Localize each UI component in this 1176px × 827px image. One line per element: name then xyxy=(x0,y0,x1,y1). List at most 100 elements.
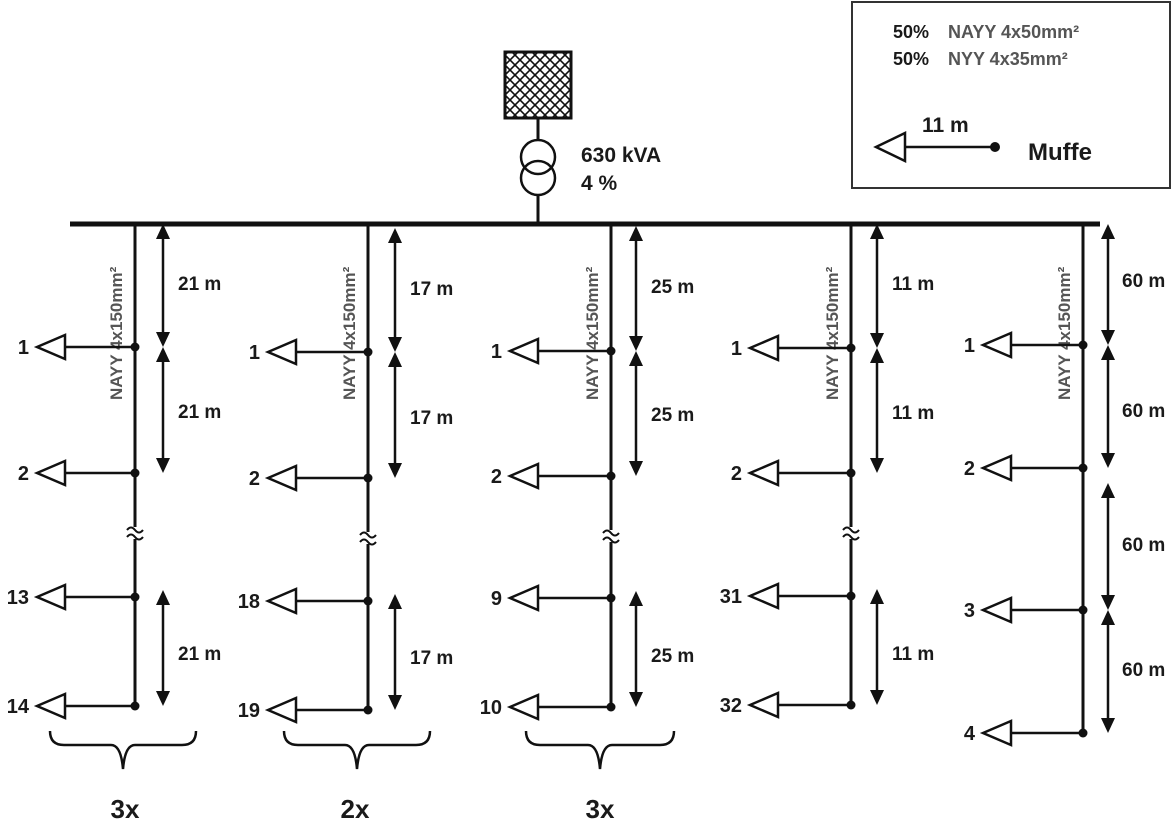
feeder-2-node-3-label: 18 xyxy=(238,591,260,613)
feeder-4-dist-arrow-1-head-down xyxy=(870,333,884,348)
feeder-1-node-1-arrow-icon xyxy=(33,333,67,361)
feeder-2-dist-label-3: 17 m xyxy=(410,648,453,669)
feeder-3-node-4-label: 10 xyxy=(480,697,502,719)
legend-line2-pct: 50% xyxy=(893,49,929,69)
feeder-5-node-2-label: 2 xyxy=(964,458,975,480)
feeder-1-multiplier: 3x xyxy=(111,794,140,824)
feeder-3-dist-label-3: 25 m xyxy=(651,646,694,667)
feeder-1-gap xyxy=(126,527,144,539)
feeder-2-node-1-joint-dot xyxy=(363,347,373,357)
feeder-4-dist-label-3: 11 m xyxy=(892,644,934,665)
legend-joint-label: Muffe xyxy=(1028,139,1092,166)
feeder-3-node-1-joint-dot xyxy=(606,346,616,356)
feeder-5-dist-arrow-4-head-down xyxy=(1101,718,1115,733)
legend-line2-cable: NYY 4x35mm² xyxy=(948,49,1068,69)
feeder-1-node-4-arrow-icon xyxy=(33,692,67,720)
feeder-4-node-1-arrow-icon xyxy=(746,334,780,362)
feeder-5-dist-arrow-1-head-up xyxy=(1101,224,1115,239)
feeder-5-node-3-label: 3 xyxy=(964,600,975,622)
feeder-5-dist-arrow-4-head-up xyxy=(1101,610,1115,625)
feeder-3-dist-arrow-1-head-down xyxy=(629,336,643,351)
feeder-1-node-4-joint-dot xyxy=(130,701,140,711)
feeder-2-dist-arrow-1-head-up xyxy=(388,228,402,243)
feeder-5-dist-arrow-2-head-up xyxy=(1101,345,1115,360)
feeder-3-multiplier: 3x xyxy=(586,794,615,824)
feeder-4-node-2-joint-dot xyxy=(846,468,856,478)
feeder-5-node-3-arrow-icon xyxy=(979,596,1013,624)
feeder-1-node-3-arrow-icon xyxy=(33,583,67,611)
feeder-5-dist-label-4: 60 m xyxy=(1122,660,1165,681)
feeder-4-node-1-label: 1 xyxy=(731,338,742,360)
transformer-rating: 630 kVA xyxy=(581,144,661,167)
feeder-4-cable-label: NAYY 4x150mm² xyxy=(823,266,842,400)
feeder-2-node-4-joint-dot xyxy=(363,705,373,715)
feeder-4-dist-arrow-3-head-down xyxy=(870,690,884,705)
feeder-1-node-1-label: 1 xyxy=(18,337,29,359)
feeder-5-dist-arrow-1-head-down xyxy=(1101,330,1115,345)
feeder-4-dist-label-1: 11 m xyxy=(892,274,934,295)
feeder-1-dist-arrow-3-head-up xyxy=(156,590,170,605)
feeder-3-dist-arrow-3-head-down xyxy=(629,692,643,707)
feeder-2-dist-arrow-2-head-down xyxy=(388,463,402,478)
feeder-2-cable-label: NAYY 4x150mm² xyxy=(340,266,359,400)
feeder-5-dist-label-3: 60 m xyxy=(1122,535,1165,556)
feeder-2-dist-arrow-3-head-up xyxy=(388,594,402,609)
feeder-2-multiplier: 2x xyxy=(341,794,370,824)
feeder-2-break-icon xyxy=(359,531,377,546)
feeder-5-node-2-joint-dot xyxy=(1078,463,1088,473)
feeder-1-dist-arrow-2-head-up xyxy=(156,347,170,362)
feeder-3-dist-arrow-2-head-up xyxy=(629,351,643,366)
feeder-1-dist-arrow-2-head-down xyxy=(156,458,170,473)
feeder-3-gap xyxy=(602,530,620,542)
feeder-3-brace xyxy=(524,730,676,770)
feeder-5-node-4-arrow-icon xyxy=(979,719,1013,747)
feeder-2-gap xyxy=(359,532,377,544)
feeder-3-node-3-label: 9 xyxy=(491,588,502,610)
feeder-5-cable-label: NAYY 4x150mm² xyxy=(1055,266,1074,400)
feeder-2-node-4-label: 19 xyxy=(238,700,260,722)
legend-line1-cable: NAYY 4x50mm² xyxy=(948,22,1079,42)
feeder-3-node-4-joint-dot xyxy=(606,702,616,712)
feeder-4-dist-label-2: 11 m xyxy=(892,403,934,424)
legend-line1-pct: 50% xyxy=(893,22,929,42)
feeder-3-node-2-label: 2 xyxy=(491,466,502,488)
feeder-5-dist-arrow-2-head-down xyxy=(1101,453,1115,468)
feeder-3-node-3-arrow-icon xyxy=(506,584,540,612)
feeder-3-dist-arrow-2-head-down xyxy=(629,461,643,476)
feeder-4-node-2-arrow-icon xyxy=(746,459,780,487)
feeder-5-dist-arrow-3-head-up xyxy=(1101,483,1115,498)
feeder-1-dist-arrow-1-head-down xyxy=(156,332,170,347)
feeder-3-dist-arrow-1-head-up xyxy=(629,226,643,241)
feeder-3-dist-label-2: 25 m xyxy=(651,405,694,426)
feeder-3-node-2-arrow-icon xyxy=(506,462,540,490)
feeder-1-dist-arrow-3-head-down xyxy=(156,691,170,706)
transformer-coil-bottom-icon xyxy=(519,159,557,197)
feeder-4-dist-arrow-2-head-down xyxy=(870,458,884,473)
feeder-4-gap xyxy=(842,527,860,539)
feeder-3-cable-label: NAYY 4x150mm² xyxy=(583,266,602,400)
feeder-2-node-1-label: 1 xyxy=(249,342,260,364)
feeder-4-dist-arrow-3-head-up xyxy=(870,589,884,604)
feeder-3-node-1-arrow-icon xyxy=(506,337,540,365)
feeder-5-dist-arrow-3-head-down xyxy=(1101,595,1115,610)
feeder-4-node-4-joint-dot xyxy=(846,700,856,710)
feeder-1-node-4-label: 14 xyxy=(7,696,30,718)
feeder-2-node-3-joint-dot xyxy=(363,596,373,606)
feeder-3-node-4-arrow-icon xyxy=(506,693,540,721)
feeder-1-break-icon xyxy=(126,526,144,541)
feeder-1-dist-label-1: 21 m xyxy=(178,274,221,295)
feeder-3-node-2-joint-dot xyxy=(606,471,616,481)
feeder-2-dist-arrow-1-head-down xyxy=(388,337,402,352)
feeder-1-node-2-arrow-icon xyxy=(33,459,67,487)
transformer: 630 kVA 4 % xyxy=(503,50,661,224)
feeder-2-node-3-arrow-icon xyxy=(264,587,298,615)
feeder-2-node-1-arrow-icon xyxy=(264,338,298,366)
feeder-4-node-3-joint-dot xyxy=(846,591,856,601)
feeder-2-dist-label-2: 17 m xyxy=(410,408,453,429)
feeder-4-node-2-label: 2 xyxy=(731,463,742,485)
feeder-4-node-3-label: 31 xyxy=(720,586,742,608)
feeder-4-node-3-arrow-icon xyxy=(746,582,780,610)
feeder-2-dist-arrow-3-head-down xyxy=(388,695,402,710)
